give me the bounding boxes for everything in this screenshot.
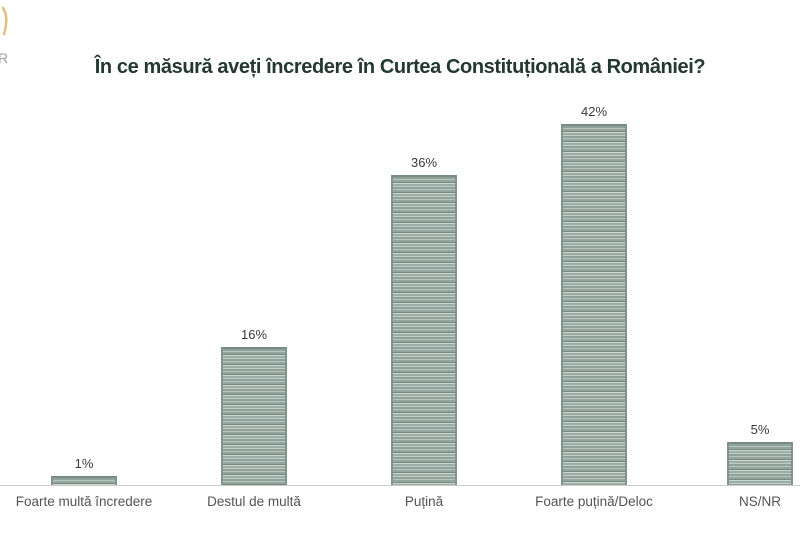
bar-2 [221, 347, 287, 485]
x-axis-line [0, 485, 800, 486]
bar-value-label: 42% [580, 104, 608, 119]
bar-value-label: 1% [74, 456, 94, 471]
bar-value-label: 36% [410, 155, 438, 170]
logo-arc-icon [1, 6, 8, 36]
chart-title: În ce măsură aveți încredere în Curtea C… [94, 56, 706, 78]
bar-1 [51, 476, 117, 485]
bar-category-label: Destul de multă [207, 494, 301, 509]
bar-4 [561, 124, 627, 485]
bar-5 [727, 442, 793, 485]
logo: R [0, 0, 40, 80]
bar-value-label: 5% [750, 422, 770, 437]
bar-category-label: Foarte multă încredere [15, 494, 153, 509]
bar-3 [391, 175, 457, 485]
logo-letter: R [0, 50, 9, 66]
bar-category-label: NS/NR [738, 494, 781, 509]
bar-category-label: Puțină [404, 494, 444, 509]
bar-category-label: Foarte puțină/Deloc [535, 494, 653, 509]
bar-value-label: 16% [240, 327, 268, 342]
